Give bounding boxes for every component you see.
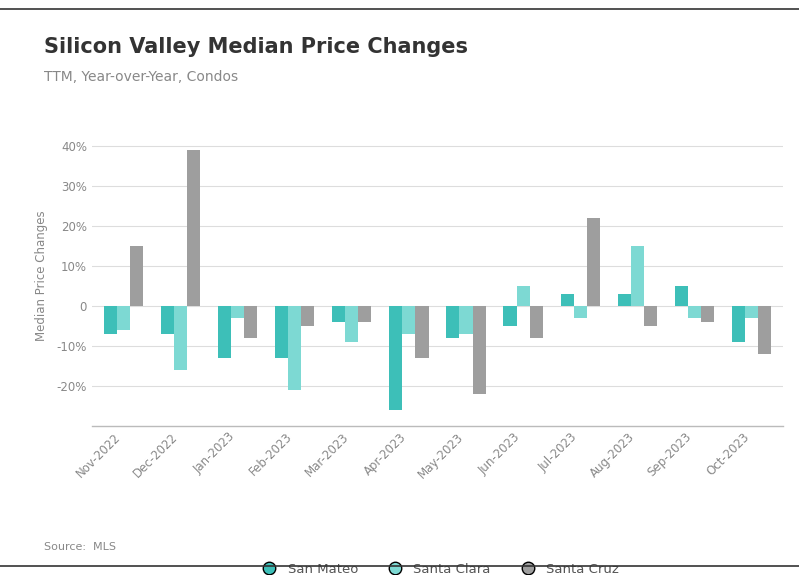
Bar	[174, 306, 187, 370]
Bar	[104, 306, 117, 334]
Bar	[618, 294, 630, 306]
Bar	[574, 306, 586, 318]
Bar	[630, 246, 644, 306]
Bar	[644, 306, 657, 326]
Bar	[675, 286, 688, 306]
Bar	[447, 306, 459, 338]
Bar	[288, 306, 301, 390]
Bar	[218, 306, 231, 358]
Bar	[415, 306, 428, 358]
Bar	[758, 306, 771, 354]
Bar	[345, 306, 358, 342]
Bar	[130, 246, 143, 306]
Bar	[586, 218, 600, 306]
Bar	[732, 306, 745, 342]
Bar	[358, 306, 372, 322]
Bar	[517, 286, 530, 306]
Legend: San Mateo, Santa Clara, Santa Cruz: San Mateo, Santa Clara, Santa Cruz	[251, 558, 624, 575]
Bar	[403, 306, 415, 334]
Bar	[389, 306, 403, 409]
Text: Source:  MLS: Source: MLS	[44, 542, 116, 552]
Y-axis label: Median Price Changes: Median Price Changes	[35, 210, 48, 342]
Bar	[161, 306, 174, 334]
Text: Silicon Valley Median Price Changes: Silicon Valley Median Price Changes	[44, 37, 468, 58]
Bar	[187, 151, 200, 306]
Bar	[244, 306, 257, 338]
Bar	[301, 306, 314, 326]
Bar	[745, 306, 758, 318]
Bar	[117, 306, 130, 330]
Bar	[503, 306, 517, 326]
Bar	[332, 306, 345, 322]
Bar	[231, 306, 244, 318]
Bar	[530, 306, 543, 338]
Bar	[701, 306, 714, 322]
Bar	[459, 306, 472, 334]
Bar	[472, 306, 486, 394]
Bar	[688, 306, 701, 318]
Text: TTM, Year-over-Year, Condos: TTM, Year-over-Year, Condos	[44, 70, 238, 84]
Bar	[561, 294, 574, 306]
Bar	[275, 306, 288, 358]
